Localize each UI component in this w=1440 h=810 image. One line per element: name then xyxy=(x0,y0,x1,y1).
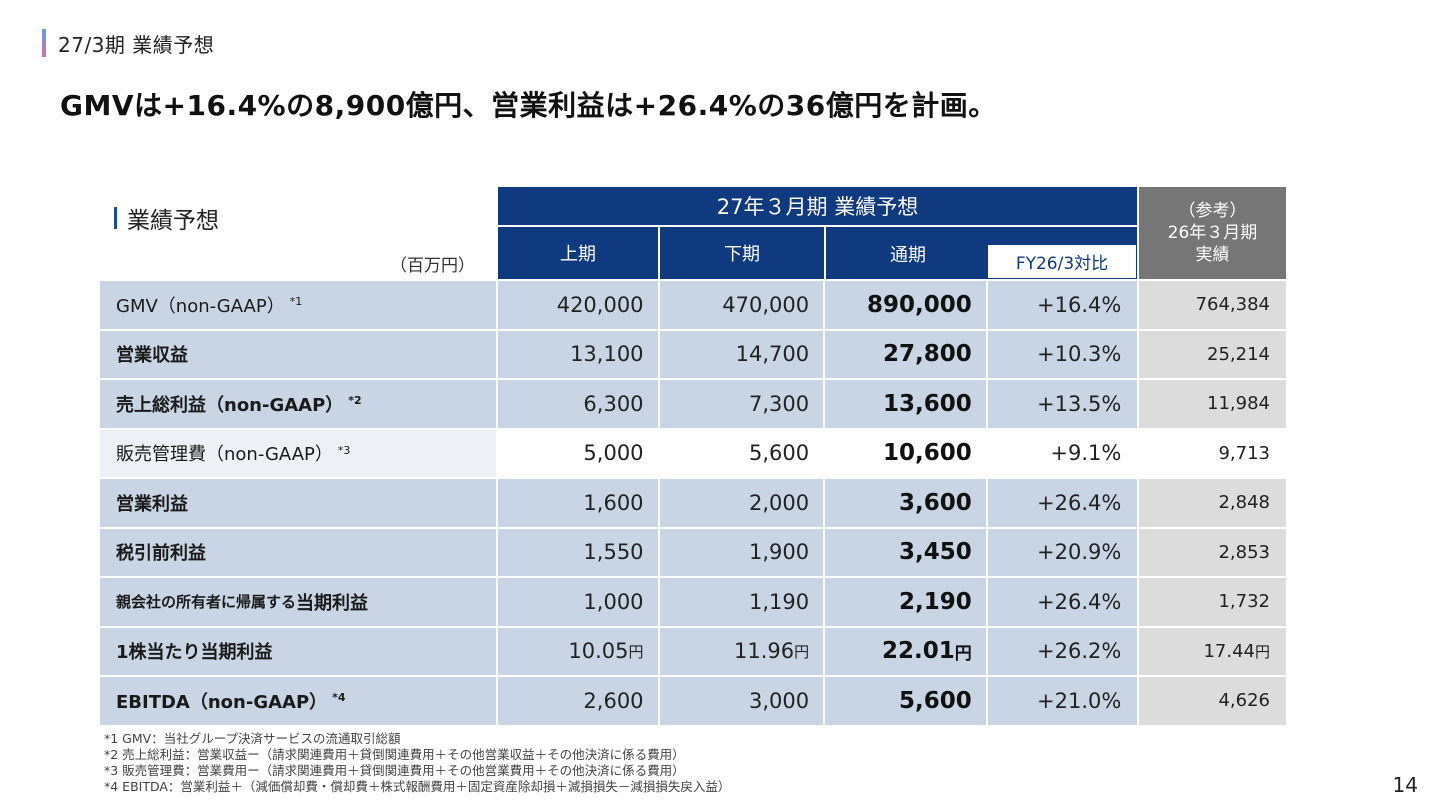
cell-h1: 13,100 xyxy=(497,330,658,378)
title-accent-bar xyxy=(114,207,117,229)
cell-h1: 2,600 xyxy=(497,677,658,725)
cell-reference: 11,984 xyxy=(1139,380,1286,428)
cell-reference: 764,384 xyxy=(1139,281,1286,329)
cell-h1: 5,000 xyxy=(497,429,658,477)
ref-header-line3: 実績 xyxy=(1195,245,1230,265)
footnote: *3 販売管理費：営業費用ー（請求関連費用＋貸倒関連費用＋その他営業費用＋その他… xyxy=(104,763,685,778)
row-label: 営業利益 xyxy=(100,479,496,527)
table-title: 業績予想 xyxy=(114,201,219,235)
cell-full: 27,800 xyxy=(825,330,986,378)
cell-yoy: +26.4% xyxy=(987,479,1138,527)
cell-h1: 1,000 xyxy=(497,578,658,626)
cell-h1: 6,300 xyxy=(497,380,658,428)
table-row: 営業利益 1,600 2,000 3,600 +26.4% 2,848 xyxy=(100,479,1286,527)
row-label: 1株当たり当期利益 xyxy=(100,627,496,675)
cell-h2: 3,000 xyxy=(659,677,824,725)
forecast-header: 27年３月期 業績予想 xyxy=(498,187,1137,225)
section-title: 27/3期 業績予想 xyxy=(58,32,215,57)
footnotes: *1 GMV：当社グループ決済サービスの流通取引総額 *2 売上総利益：営業収益… xyxy=(104,731,730,795)
cell-full: 10,600 xyxy=(825,429,986,477)
row-label: 売上総利益（non-GAAP） *2 xyxy=(100,380,496,428)
cell-full: 2,190 xyxy=(825,578,986,626)
cell-yoy: +20.9% xyxy=(987,528,1138,576)
cell-yoy: +16.4% xyxy=(987,281,1138,329)
table-row: 売上総利益（non-GAAP） *2 6,300 7,300 13,600 +13… xyxy=(100,380,1286,428)
table-row: 1株当たり当期利益 10.05 円 11.96 円 22.01 円 +26.2% 17… xyxy=(100,627,1286,675)
table-row: GMV（non-GAAP） *1 420,000 470,000 890,000 … xyxy=(100,281,1286,329)
table-body: GMV（non-GAAP） *1 420,000 470,000 890,000 … xyxy=(100,281,1286,725)
unit-label: （百万円） xyxy=(390,256,475,276)
cell-reference: 9,713 xyxy=(1139,429,1286,477)
cell-h2: 1,190 xyxy=(659,578,824,626)
cell-yoy: +10.3% xyxy=(987,330,1138,378)
table-row: 販売管理費（non-GAAP） *3 5,000 5,600 10,600 +9.… xyxy=(100,429,1286,477)
cell-reference: 25,214 xyxy=(1139,330,1286,378)
col-header-h1: 上期 xyxy=(498,227,658,279)
table-row: 税引前利益 1,550 1,900 3,450 +20.9% 2,853 xyxy=(100,528,1286,576)
cell-reference: 1,732 xyxy=(1139,578,1286,626)
cell-yoy: +13.5% xyxy=(987,380,1138,428)
cell-h1: 1,600 xyxy=(497,479,658,527)
cell-full: 890,000 xyxy=(825,281,986,329)
table-row: EBITDA（non-GAAP） *4 2,600 3,000 5,600 +21… xyxy=(100,677,1286,725)
cell-h1: 1,550 xyxy=(497,528,658,576)
footnote: *1 GMV：当社グループ決済サービスの流通取引総額 xyxy=(104,731,401,746)
section-accent-bar xyxy=(42,29,46,57)
col-header-reference: （参考） 26年３月期 実績 xyxy=(1139,187,1286,279)
cell-h2: 1,900 xyxy=(659,528,824,576)
ref-header-line1: （参考） xyxy=(1178,201,1247,221)
cell-full: 3,450 xyxy=(825,528,986,576)
cell-full: 13,600 xyxy=(825,380,986,428)
cell-h2: 470,000 xyxy=(659,281,824,329)
row-label: 税引前利益 xyxy=(100,528,496,576)
headline: GMVは+16.4%の8,900億円、営業利益は+26.4%の36億円を計画。 xyxy=(60,89,997,122)
table-header: 業績予想 （百万円） 27年３月期 業績予想 上期 下期 通期 FY26/3対比… xyxy=(100,187,1286,279)
header-left: 業績予想 （百万円） xyxy=(100,187,497,279)
cell-h1: 10.05 円 xyxy=(497,627,658,675)
table-row: 営業収益 13,100 14,700 27,800 +10.3% 25,214 xyxy=(100,330,1286,378)
cell-yoy: +9.1% xyxy=(987,429,1138,477)
row-label: 親会社の所有者に帰属する 当期利益 xyxy=(100,578,496,626)
row-label: 営業収益 xyxy=(100,330,496,378)
col-header-h2: 下期 xyxy=(660,227,824,279)
cell-reference: 17.44 円 xyxy=(1139,627,1286,675)
cell-h2: 14,700 xyxy=(659,330,824,378)
cell-yoy: +26.4% xyxy=(987,578,1138,626)
cell-reference: 2,853 xyxy=(1139,528,1286,576)
col-header-yoy: FY26/3対比 xyxy=(987,243,1137,279)
cell-h2: 2,000 xyxy=(659,479,824,527)
ref-header-line2: 26年３月期 xyxy=(1167,223,1258,243)
cell-yoy: +21.0% xyxy=(987,677,1138,725)
forecast-table: 業績予想 （百万円） 27年３月期 業績予想 上期 下期 通期 FY26/3対比… xyxy=(100,187,1286,727)
section-tag: 27/3期 業績予想 xyxy=(42,28,214,58)
cell-yoy: +26.2% xyxy=(987,627,1138,675)
row-label: EBITDA（non-GAAP） *4 xyxy=(100,677,496,725)
page-number: 14 xyxy=(1392,773,1418,797)
cell-reference: 2,848 xyxy=(1139,479,1286,527)
cell-h1: 420,000 xyxy=(497,281,658,329)
row-label: 販売管理費（non-GAAP） *3 xyxy=(100,429,496,477)
table-row: 親会社の所有者に帰属する 当期利益 1,000 1,190 2,190 +26.4… xyxy=(100,578,1286,626)
row-label: GMV（non-GAAP） *1 xyxy=(100,281,496,329)
cell-h2: 5,600 xyxy=(659,429,824,477)
cell-reference: 4,626 xyxy=(1139,677,1286,725)
cell-h2: 11.96 円 xyxy=(659,627,824,675)
cell-full: 5,600 xyxy=(825,677,986,725)
cell-full: 22.01 円 xyxy=(825,627,986,675)
footnote: *2 売上総利益：営業収益ー（請求関連費用＋貸倒関連費用＋その他営業収益＋その他… xyxy=(104,747,685,762)
cell-full: 3,600 xyxy=(825,479,986,527)
table-title-text: 業績予想 xyxy=(127,208,219,234)
cell-h2: 7,300 xyxy=(659,380,824,428)
footnote: *4 EBITDA：営業利益＋（減価償却費・償却費＋株式報酬費用＋固定資産除却損… xyxy=(104,779,731,794)
